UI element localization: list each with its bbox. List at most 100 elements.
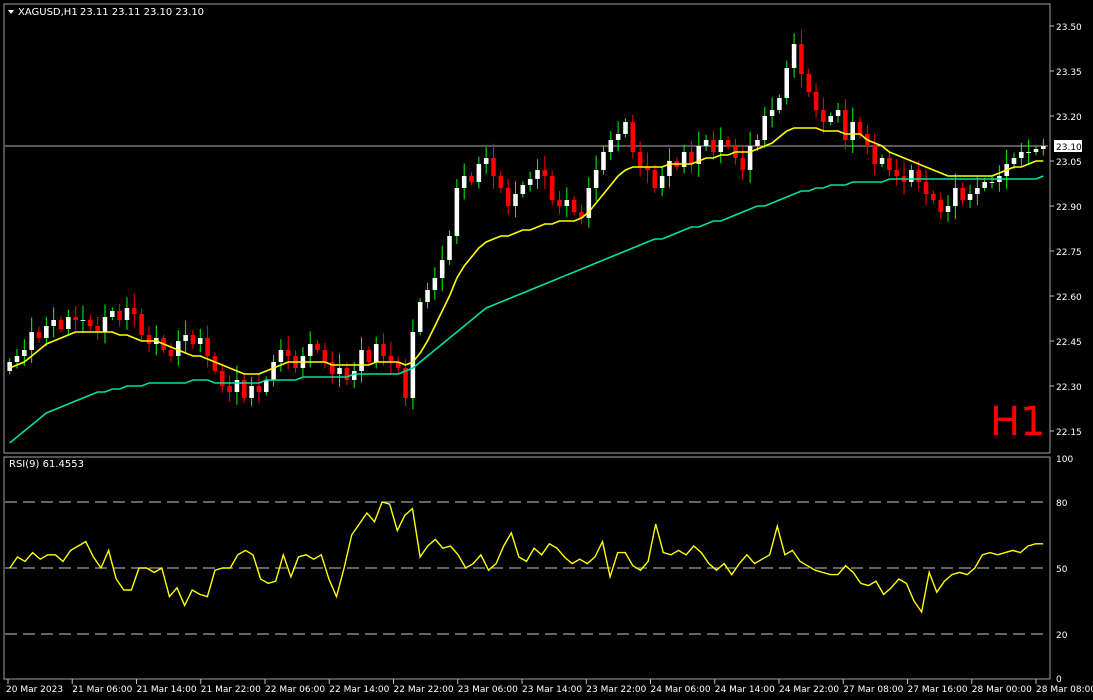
candle-body <box>469 176 474 182</box>
price-tick-label: 22.75 <box>1056 248 1082 258</box>
candle-body <box>718 140 724 152</box>
candle-body <box>73 317 78 320</box>
candle-body <box>659 176 665 188</box>
candle-body <box>689 152 694 164</box>
candle-body <box>476 164 482 182</box>
price-tick-label: 22.30 <box>1056 383 1082 393</box>
time-tick-label: 28 Mar 08:00 <box>1036 685 1093 695</box>
candle-body <box>307 344 313 356</box>
candle-body <box>227 386 232 392</box>
candle-body <box>344 368 350 380</box>
time-tick-label: 24 Mar 06:00 <box>651 685 711 695</box>
candle-body <box>623 122 628 134</box>
candle-body <box>769 110 775 116</box>
candle-body <box>322 350 328 362</box>
candle-body <box>857 122 863 134</box>
candle-body <box>703 140 709 146</box>
candle-body <box>432 278 438 290</box>
candle-body <box>51 320 56 326</box>
symbol-header[interactable]: XAGUSD,H1 23.11 23.11 23.10 23.10 <box>8 7 204 18</box>
symbol-label: XAGUSD,H1 <box>18 7 78 18</box>
candle-body <box>483 158 489 164</box>
candle-body <box>351 371 357 380</box>
candle-body <box>66 317 71 329</box>
candle-body <box>190 335 196 344</box>
candle-body <box>315 344 320 350</box>
rsi-line <box>9 501 1044 614</box>
chevron-down-icon[interactable] <box>8 10 14 14</box>
candle-body <box>491 158 496 176</box>
candle-body <box>850 122 856 140</box>
time-axis: 20 Mar 2023 21 Mar 06:00 21 Mar 14:00 21 Ma… <box>6 679 1093 695</box>
candle-body <box>234 380 240 392</box>
candle-body <box>696 146 702 164</box>
candle-body <box>601 152 606 170</box>
ma-fast-line <box>9 127 1044 375</box>
time-tick-label: 23 Mar 06:00 <box>458 685 518 695</box>
candle-body <box>80 320 86 321</box>
candle-body <box>909 170 914 182</box>
rsi-tick-label: 80 <box>1056 499 1068 509</box>
candle-body <box>608 140 614 152</box>
time-tick-label: 23 Mar 14:00 <box>522 685 582 695</box>
candle-body <box>967 194 973 200</box>
price-tick-label: 23.35 <box>1056 68 1082 78</box>
candle-body <box>571 200 577 212</box>
candle-body <box>14 356 20 362</box>
candle-body <box>953 188 958 206</box>
candle-body <box>960 188 965 200</box>
price-tick-label: 22.15 <box>1056 428 1082 438</box>
candle-body <box>667 161 672 176</box>
candle-body <box>88 320 93 326</box>
candle-body <box>110 311 115 317</box>
time-tick-label: 28 Mar 00:00 <box>972 685 1032 695</box>
time-tick-label: 21 Mar 14:00 <box>137 685 197 695</box>
candle-body <box>777 98 782 110</box>
candle-body <box>219 371 225 386</box>
rsi-panel-frame <box>3 456 1051 680</box>
candle-body <box>945 206 951 212</box>
candle-body <box>593 170 599 188</box>
time-tick-label: 24 Mar 14:00 <box>715 685 775 695</box>
ohlc-label: 23.11 23.11 23.10 23.10 <box>80 7 204 18</box>
candle-body <box>916 170 921 182</box>
rsi-axis: 100 80 50 20 0 <box>1056 455 1073 685</box>
time-tick-label: 22 Mar 22:00 <box>394 685 454 695</box>
candle-body <box>22 350 27 356</box>
candle-body <box>417 302 423 332</box>
price-lines <box>9 127 1044 444</box>
candle-body <box>975 188 980 194</box>
candle-body <box>791 44 797 68</box>
rsi-tick-label: 0 <box>1056 675 1062 685</box>
candle-body <box>447 236 452 260</box>
candle-body <box>373 344 379 362</box>
candle-body <box>762 116 768 140</box>
price-tick-label: 22.90 <box>1056 203 1082 213</box>
candle-body <box>95 326 100 332</box>
candle-body <box>542 170 548 176</box>
time-tick-label: 21 Mar 22:00 <box>201 685 261 695</box>
candle-body <box>102 317 108 332</box>
candle-body <box>740 158 746 170</box>
candle-body <box>241 380 247 398</box>
candle-body <box>366 350 372 362</box>
candle-body <box>425 290 430 302</box>
candle-body <box>410 332 416 398</box>
ma-slow-line <box>9 175 1044 444</box>
candle-body <box>139 314 144 335</box>
rsi-tick-label: 100 <box>1056 455 1073 465</box>
candle-body <box>168 350 174 356</box>
candle-body <box>263 380 269 392</box>
candle-body <box>835 110 841 116</box>
candle-body <box>36 332 42 338</box>
current-price-tag <box>1054 140 1082 152</box>
candle-body <box>579 212 584 218</box>
time-tick-label: 21 Mar 06:00 <box>72 685 132 695</box>
candle-body <box>329 362 335 374</box>
candle-body <box>498 176 504 188</box>
candle-body <box>615 134 621 140</box>
price-tick-label: 23.05 <box>1056 158 1082 168</box>
time-tick-label: 24 Mar 22:00 <box>779 685 839 695</box>
candle-body <box>520 185 526 194</box>
